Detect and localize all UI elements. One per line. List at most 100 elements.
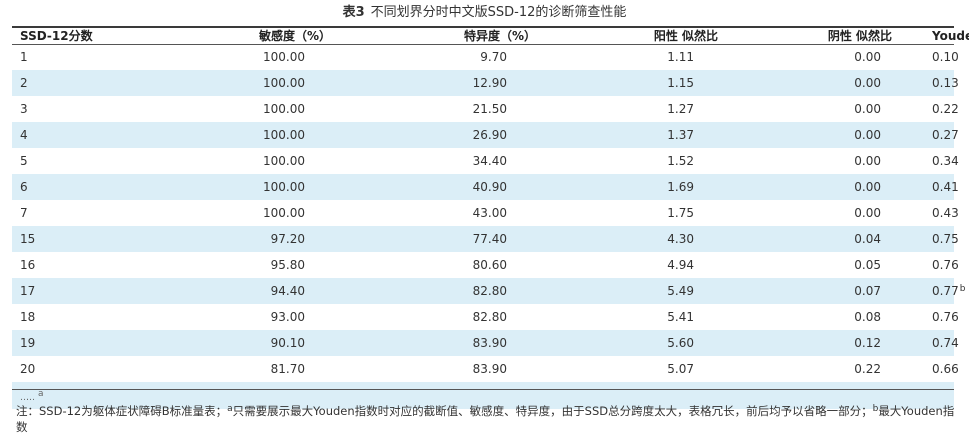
cell-value: 0.00 [854,76,881,90]
cell-value: 0.27 [932,128,959,142]
table-cell: 100.00 [148,148,353,174]
cell-value: 1.27 [667,102,694,116]
cell-value: 5 [20,154,28,168]
cell-value: 0.43 [932,206,959,220]
table-cell: 0.66 [924,356,959,382]
table-body: 1 100.00 9.70 1.11 0.00 0.10 2 100.00 12.90 1.15 0… [12,44,965,409]
table-row: 6 100.00 40.90 1.69 0.00 0.41 [12,174,959,200]
cell-value: 1 [20,50,28,64]
cell-value: 93.00 [270,310,305,324]
cell-value: 4.94 [667,258,694,272]
cell-value: 16 [20,258,36,272]
cell-value: 100.00 [263,102,305,116]
table-row: 16 95.80 80.60 4.94 0.05 0.76 [12,252,959,278]
table-cell: 12.90 [353,70,560,96]
table-cell: 4 [12,122,148,148]
table-caption: 不同划界分时中文版SSD-12的诊断筛查性能 [370,5,627,20]
table-cell: 0.00 [734,70,924,96]
table-cell: 82.80 [353,304,560,330]
cell-value: 0.12 [854,336,881,350]
table-cell: 83.90 [353,356,560,382]
header-sensitivity: 敏感度（%） [258,29,331,43]
cell-value: 18 [20,310,36,324]
table-number: 表3 [342,5,365,20]
table-cell: 94.40 [148,278,353,304]
cell-value: 1.15 [667,76,694,90]
cell-value: 95.80 [270,258,305,272]
cell-value: 6 [20,180,28,194]
cell-value: 12.90 [472,76,507,90]
table-cell: 43.00 [353,200,560,226]
footnote-marker-a: a [38,388,44,399]
cell-value: 0.22 [854,362,881,376]
table-cell: 0.00 [734,200,924,226]
table-cell: 0.76 [924,252,959,278]
cell-value: 4.30 [667,232,694,246]
table-cell: 5 [12,148,148,174]
cell-value: 0.00 [854,180,881,194]
ellipsis-cell: …… a [12,382,954,409]
cell-value: 5.41 [667,310,694,324]
table-row: 4 100.00 26.90 1.37 0.00 0.27 [12,122,959,148]
table-cell: 1 [12,44,148,70]
cell-value: 5.07 [667,362,694,376]
table-cell: 0.34 [924,148,959,174]
bottom-rule [12,389,954,390]
data-table: SSD-12分数 敏感度（%） 特异度（%） 阳性 似然比 阴性 似然比 You… [12,27,969,409]
cell-value: 77.40 [472,232,507,246]
table-cell: 9.70 [353,44,560,70]
cell-value: 100.00 [263,206,305,220]
cell-value: 81.70 [270,362,305,376]
cell-value: 0.05 [854,258,881,272]
table-cell: 77.40 [353,226,560,252]
table-cell: 4.30 [560,226,734,252]
cell-value: 0.00 [854,50,881,64]
cell-value: 83.90 [472,362,507,376]
table-cell: 5.60 [560,330,734,356]
header-specificity: 特异度（%） [463,29,536,43]
table-cell: 0.00 [734,174,924,200]
table-cell: 0.04 [734,226,924,252]
table-cell: 1.15 [560,70,734,96]
table-cell: 93.00 [148,304,353,330]
table-cell: 1.27 [560,96,734,122]
header-rule [12,44,954,45]
cell-value: 15 [20,232,36,246]
table-cell: 1.52 [560,148,734,174]
cell-value: 5.49 [667,284,694,298]
cell-value: 0.74 [932,336,959,350]
table-cell: 6 [12,174,148,200]
table-cell: 0.08 [734,304,924,330]
cell-value: 94.40 [270,284,305,298]
ellipsis-dots: …… [20,392,35,403]
table-cell: 0.07 [734,278,924,304]
header-nlr: 阴性 似然比 [827,29,892,43]
header-row: SSD-12分数 敏感度（%） 特异度（%） 阳性 似然比 阴性 似然比 You… [12,27,969,44]
ellipsis-row: …… a [12,382,954,409]
cell-value: 97.20 [270,232,305,246]
cell-value: 0.66 [932,362,959,376]
table-cell: 80.60 [353,252,560,278]
cell-value: 100.00 [263,50,305,64]
table-cell: 2 [12,70,148,96]
table-cell: 40.90 [353,174,560,200]
table-cell: 0.00 [734,148,924,174]
table-cell: 95.80 [148,252,353,278]
table-cell: 0.05 [734,252,924,278]
cell-value: 0.07 [854,284,881,298]
table-cell: 0.43 [924,200,959,226]
table-cell: 15 [12,226,148,252]
cell-value: 4 [20,128,28,142]
cell-value: 0.13 [932,76,959,90]
table-cell: 21.50 [353,96,560,122]
note-part1: 注：SSD-12为躯体症状障碍B标准量表； [16,404,228,418]
cell-value: 43.00 [472,206,507,220]
cell-value: 34.40 [472,154,507,168]
cell-value: 0.08 [854,310,881,324]
table-cell: 4.94 [560,252,734,278]
cell-value: 100.00 [263,180,305,194]
table-row: 15 97.20 77.40 4.30 0.04 0.75 [12,226,959,252]
table-cell: 5.07 [560,356,734,382]
table-cell: 100.00 [148,70,353,96]
table-cell: 97.20 [148,226,353,252]
